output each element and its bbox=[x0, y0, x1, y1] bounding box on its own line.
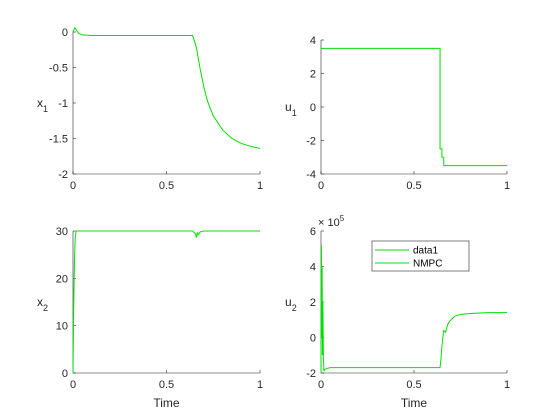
y-axis-label-main: x bbox=[37, 96, 43, 110]
axis-frame bbox=[72, 231, 260, 374]
legend-box bbox=[371, 240, 470, 272]
y-tick-label: -2 bbox=[58, 169, 68, 181]
y-axis-label-main: u bbox=[285, 295, 292, 309]
y-tick-label: -1 bbox=[58, 98, 68, 110]
y-tick-label: 0 bbox=[310, 333, 316, 345]
axis-frame bbox=[72, 32, 260, 175]
axis-frame bbox=[320, 40, 507, 175]
y-axis-label-subscript: 2 bbox=[292, 303, 297, 313]
x-tick-label: 0 bbox=[70, 379, 76, 391]
y-tick-label: 20 bbox=[56, 273, 68, 285]
y-tick-label: 4 bbox=[310, 262, 316, 274]
series-line bbox=[72, 230, 260, 374]
y-tick-label: 0 bbox=[62, 27, 68, 39]
y-tick-label: 30 bbox=[56, 226, 68, 238]
x-tick-label: 1 bbox=[504, 180, 510, 192]
series-line bbox=[321, 47, 507, 167]
y-tick-label: -2 bbox=[306, 136, 316, 148]
y-tick-label: 10 bbox=[56, 321, 68, 333]
series-line bbox=[320, 245, 507, 374]
x-tick-label: 1 bbox=[257, 180, 263, 192]
y-tick-label: 6 bbox=[310, 226, 316, 238]
x-tick-label: 1 bbox=[257, 379, 263, 391]
y-axis-label-subscript: 1 bbox=[43, 104, 48, 114]
x-tick-label: 0.5 bbox=[406, 379, 421, 391]
y-tick-label: 2 bbox=[310, 297, 316, 309]
y-tick-label: 0 bbox=[62, 368, 68, 380]
axis-exponent: × 105 bbox=[318, 214, 345, 229]
legend: data1 NMPC bbox=[371, 240, 470, 272]
y-axis-label-subscript: 1 bbox=[292, 108, 297, 118]
y-axis-label-main: x bbox=[37, 295, 43, 309]
x-tick-label: 0.5 bbox=[406, 180, 421, 192]
y-axis-label: u1 bbox=[285, 100, 297, 118]
plot-x2: 0 0.5 1 30 20 10 0 x2 Time bbox=[37, 226, 263, 410]
y-axis-label: x2 bbox=[37, 295, 48, 313]
x-tick-label: 0.5 bbox=[159, 180, 174, 192]
x-tick-label: 0 bbox=[318, 379, 324, 391]
y-tick-label: 4 bbox=[310, 35, 316, 47]
x-tick-label: 1 bbox=[504, 379, 510, 391]
y-axis-label-subscript: 2 bbox=[43, 303, 48, 313]
y-tick-label: -2 bbox=[306, 368, 316, 380]
y-tick-label: 0 bbox=[310, 102, 316, 114]
series-line bbox=[72, 26, 261, 149]
x-axis-label: Time bbox=[401, 396, 428, 410]
y-axis-label-main: u bbox=[285, 100, 292, 114]
y-tick-label: 2 bbox=[310, 69, 316, 81]
x-tick-label: 0.5 bbox=[159, 379, 174, 391]
legend-entry-label: NMPC bbox=[413, 259, 442, 270]
x-axis-label: Time bbox=[153, 396, 180, 410]
axis-exponent-base: × 10 bbox=[318, 217, 340, 229]
y-tick-label: -4 bbox=[306, 169, 316, 181]
y-tick-label: -0.5 bbox=[49, 63, 68, 75]
x-tick-label: 0 bbox=[318, 180, 324, 192]
x-tick-label: 0 bbox=[70, 180, 76, 192]
y-tick-label: -1.5 bbox=[49, 134, 68, 146]
legend-entry-label: data1 bbox=[413, 246, 438, 257]
y-axis-label: u2 bbox=[285, 295, 297, 313]
y-axis-label: x1 bbox=[37, 96, 48, 114]
plot-x1: 0 0.5 10-0.5-1-1.5-2x1 bbox=[37, 26, 263, 192]
axis-exponent-power: 5 bbox=[340, 214, 345, 223]
